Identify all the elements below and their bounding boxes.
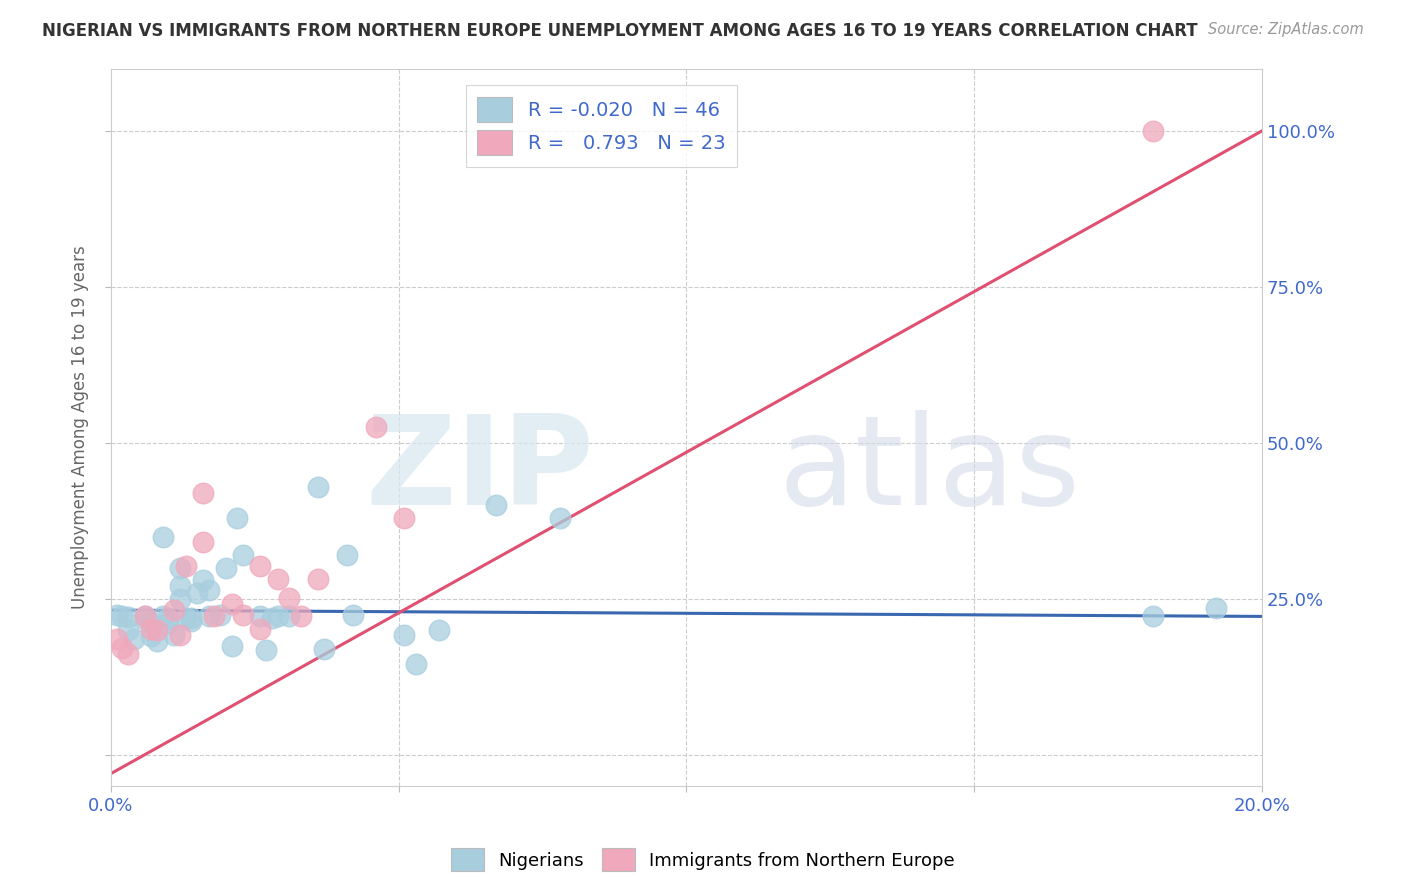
Point	[134, 609, 156, 624]
Point	[111, 609, 134, 624]
Point	[405, 657, 427, 672]
Point	[174, 610, 197, 624]
Point	[290, 609, 312, 624]
Point	[394, 628, 416, 642]
Point	[169, 628, 191, 642]
Point	[427, 623, 450, 637]
Point	[169, 579, 191, 593]
Point	[278, 591, 301, 605]
Point	[139, 622, 162, 636]
Point	[163, 628, 186, 642]
Point	[139, 629, 162, 643]
Point	[174, 559, 197, 574]
Point	[197, 609, 219, 624]
Point	[232, 548, 254, 562]
Point	[364, 420, 387, 434]
Point	[180, 614, 202, 628]
Point	[342, 607, 364, 622]
Point	[122, 632, 145, 647]
Point	[186, 585, 208, 599]
Point	[157, 616, 180, 631]
Point	[394, 511, 416, 525]
Point	[134, 609, 156, 624]
Point	[307, 480, 329, 494]
Point	[139, 616, 162, 631]
Point	[146, 633, 169, 648]
Point	[254, 643, 277, 657]
Point	[249, 622, 271, 636]
Point	[152, 609, 174, 624]
Text: NIGERIAN VS IMMIGRANTS FROM NORTHERN EUROPE UNEMPLOYMENT AMONG AGES 16 TO 19 YEA: NIGERIAN VS IMMIGRANTS FROM NORTHERN EUR…	[42, 22, 1198, 40]
Point	[105, 607, 128, 622]
Point	[1205, 601, 1227, 615]
Point	[111, 640, 134, 655]
Legend: Nigerians, Immigrants from Northern Europe: Nigerians, Immigrants from Northern Euro…	[444, 841, 962, 879]
Legend: R = -0.020   N = 46, R =   0.793   N = 23: R = -0.020 N = 46, R = 0.793 N = 23	[465, 86, 737, 167]
Point	[163, 603, 186, 617]
Point	[249, 609, 271, 624]
Y-axis label: Unemployment Among Ages 16 to 19 years: Unemployment Among Ages 16 to 19 years	[72, 245, 89, 609]
Text: atlas: atlas	[779, 410, 1081, 531]
Point	[485, 499, 508, 513]
Point	[215, 560, 238, 574]
Text: Source: ZipAtlas.com: Source: ZipAtlas.com	[1208, 22, 1364, 37]
Point	[336, 548, 359, 562]
Point	[1142, 124, 1164, 138]
Point	[202, 609, 225, 624]
Point	[117, 623, 139, 637]
Point	[307, 572, 329, 586]
Point	[260, 610, 283, 624]
Point	[312, 641, 335, 656]
Point	[209, 607, 232, 622]
Point	[191, 573, 214, 587]
Point	[191, 486, 214, 500]
Point	[226, 511, 249, 525]
Point	[249, 559, 271, 574]
Point	[169, 591, 191, 606]
Point	[548, 511, 571, 525]
Point	[105, 632, 128, 647]
Point	[232, 607, 254, 622]
Point	[152, 529, 174, 543]
Point	[221, 639, 243, 653]
Point	[191, 534, 214, 549]
Point	[117, 610, 139, 624]
Point	[221, 597, 243, 611]
Point	[266, 572, 288, 586]
Point	[180, 610, 202, 624]
Point	[197, 582, 219, 597]
Point	[134, 612, 156, 626]
Point	[117, 647, 139, 661]
Point	[266, 609, 288, 624]
Point	[169, 560, 191, 574]
Text: ZIP: ZIP	[366, 410, 595, 531]
Point	[157, 610, 180, 624]
Point	[1142, 608, 1164, 623]
Point	[278, 609, 301, 624]
Point	[146, 623, 169, 637]
